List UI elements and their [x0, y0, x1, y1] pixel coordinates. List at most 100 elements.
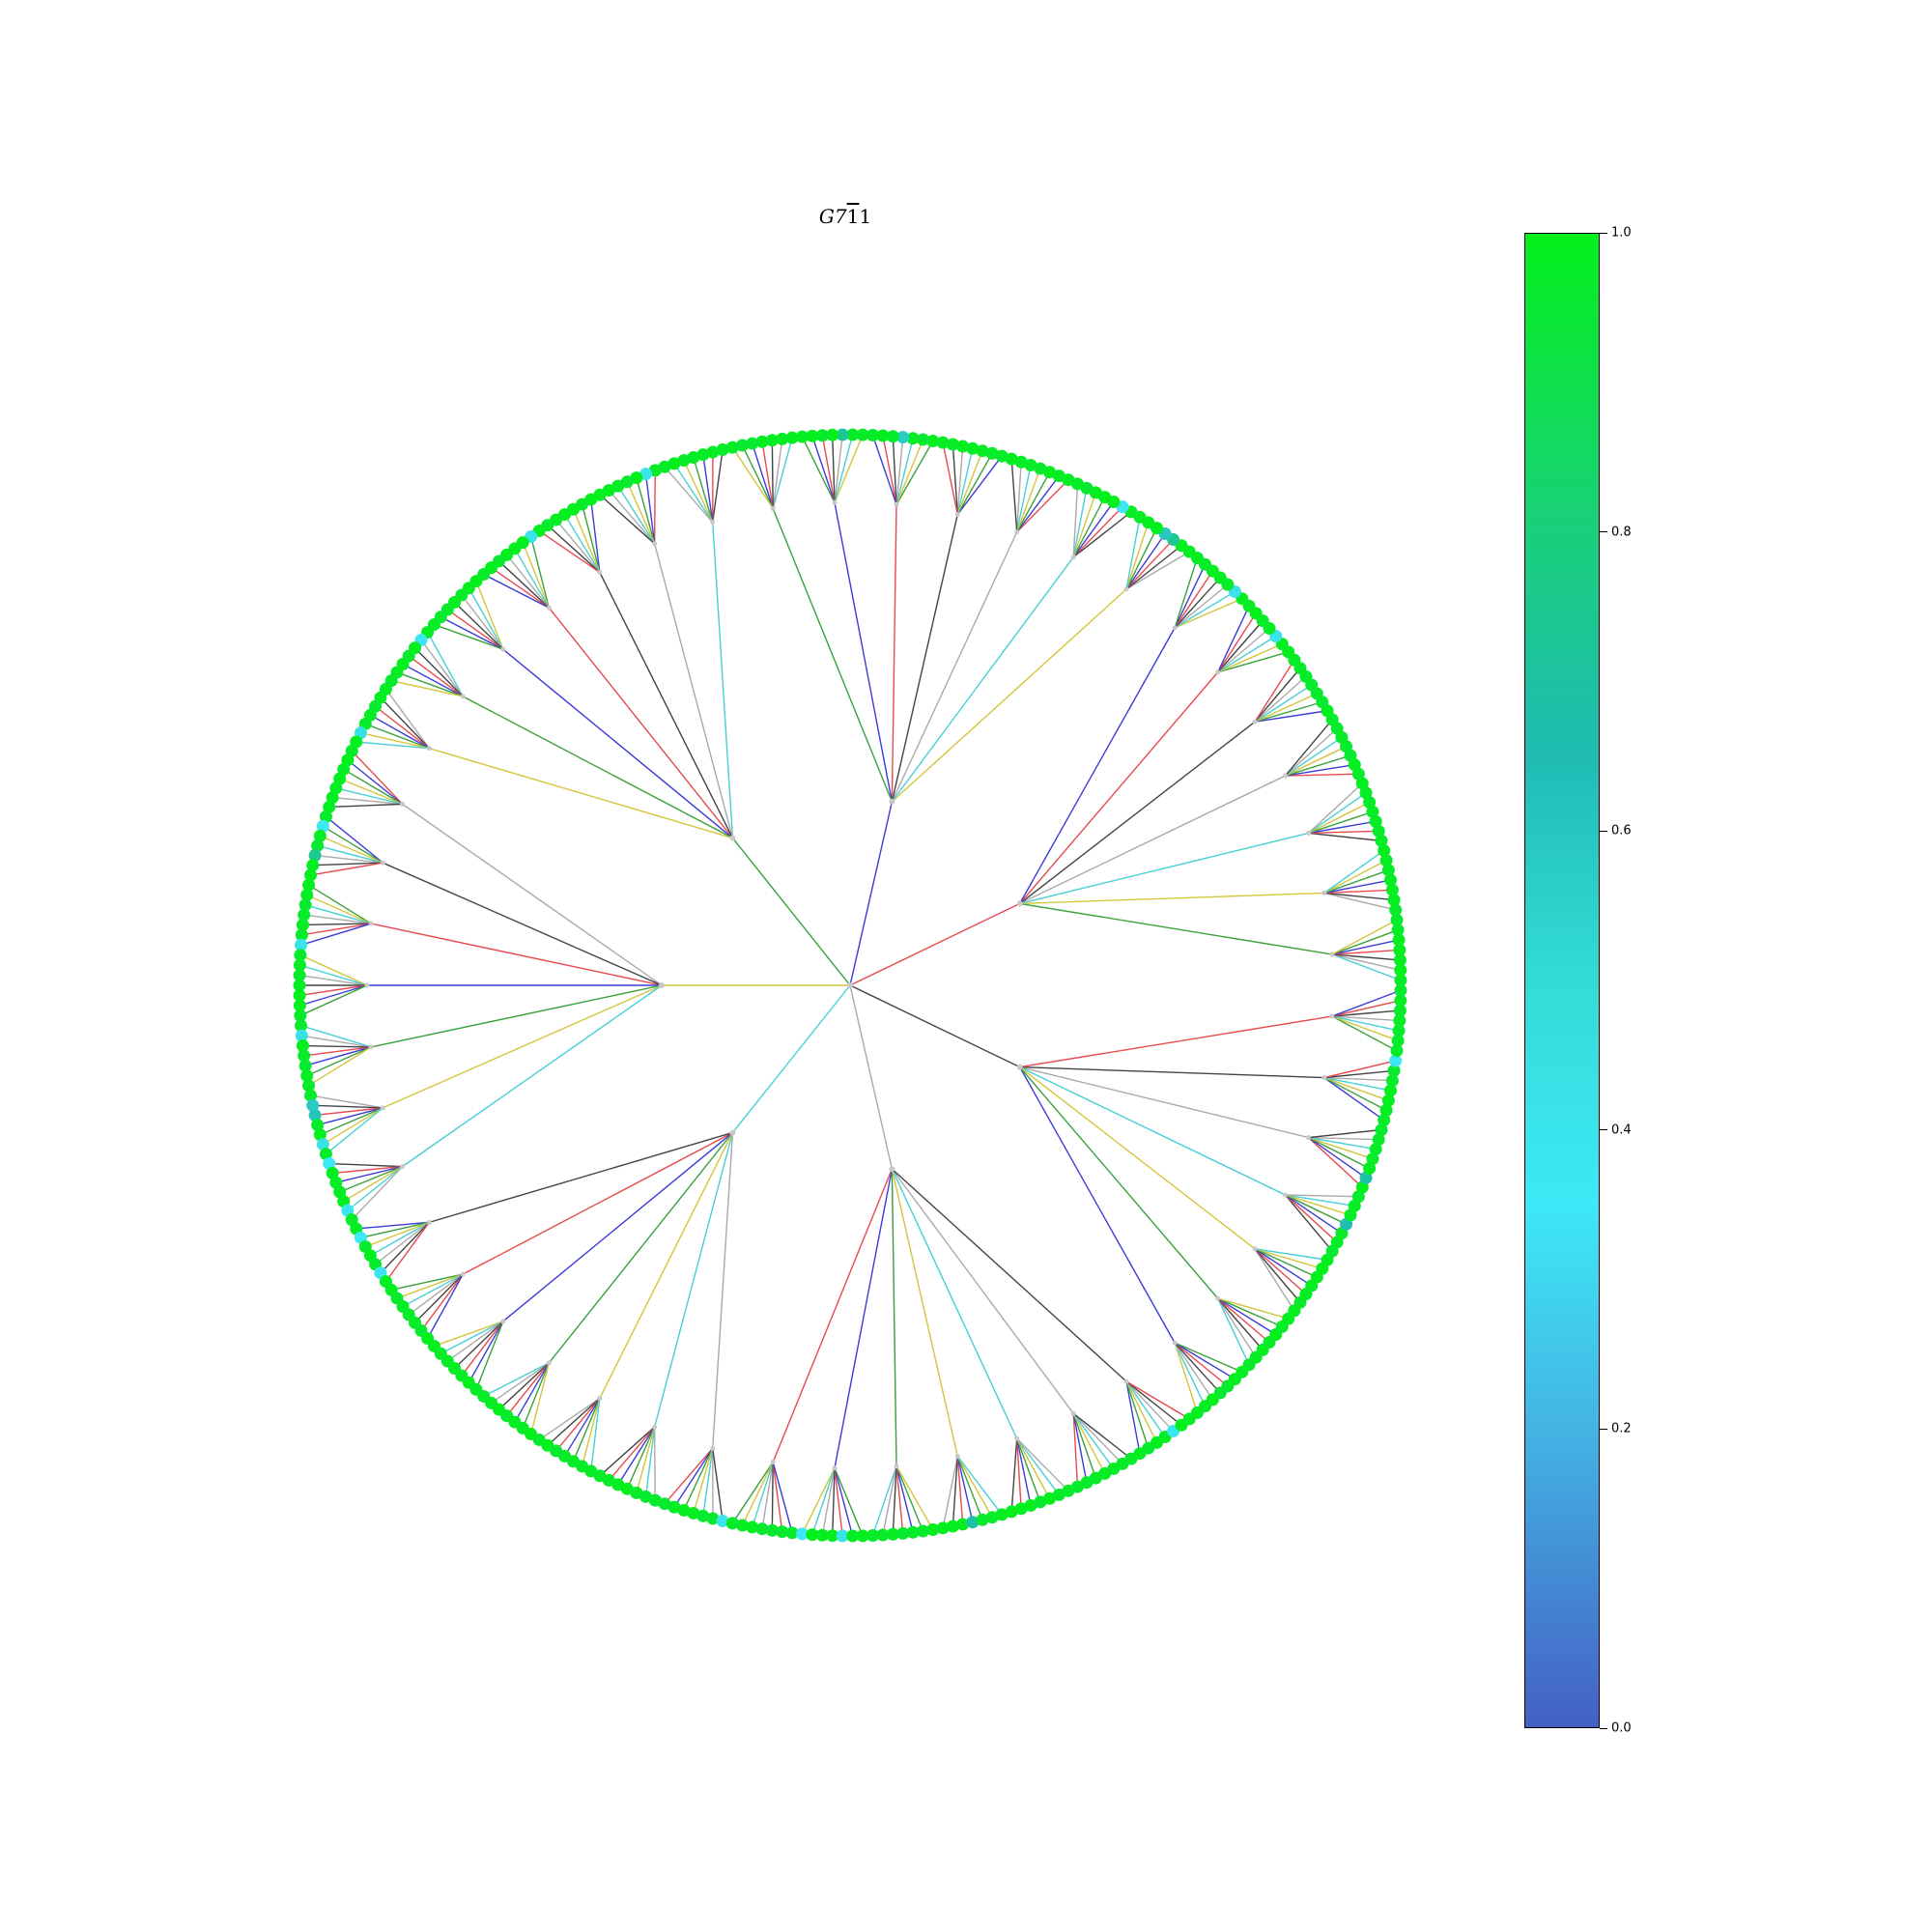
edge-level-3	[301, 923, 372, 936]
leaf-node	[1389, 903, 1403, 917]
inner-node	[460, 1271, 466, 1277]
edge-level-3	[644, 473, 656, 544]
leaf-node	[1393, 943, 1406, 956]
edge-level-3	[339, 778, 403, 806]
leaf-node	[1043, 466, 1057, 479]
edge-level-3	[1254, 684, 1313, 723]
edge-level-3	[308, 884, 372, 924]
edge-level-3	[956, 452, 993, 515]
edge-level-2	[548, 1132, 733, 1364]
edge-level-3	[325, 1107, 384, 1155]
edge-level-3	[832, 435, 836, 503]
leaf-node	[765, 434, 779, 447]
edge-level-3	[731, 1462, 774, 1524]
edge-level-3	[328, 1162, 403, 1168]
edge-level-3	[454, 601, 504, 650]
edge-level-3	[942, 1456, 958, 1528]
edge-level-3	[300, 1025, 372, 1048]
edge-level-3	[461, 594, 504, 650]
edge-level-3	[498, 1362, 550, 1410]
edge-level-3	[1010, 1438, 1018, 1512]
edge-level-3	[347, 1166, 403, 1211]
edge-level-3	[320, 1107, 384, 1136]
leaf-node	[1359, 1171, 1373, 1184]
edge-level-3	[1072, 1412, 1115, 1469]
edge-level-3	[1016, 479, 1069, 533]
edge-level-3	[306, 1046, 372, 1077]
leaf-node	[639, 1490, 653, 1503]
edge-level-3	[1308, 810, 1374, 835]
edge-level-3	[942, 442, 958, 515]
leaf-node	[298, 1059, 312, 1072]
leaf-node	[866, 1529, 879, 1543]
inner-node	[1070, 1410, 1076, 1416]
edge-level-3	[771, 440, 774, 509]
edge-level-3	[1323, 892, 1396, 911]
leaf-node	[295, 1019, 308, 1033]
edge-level-3	[522, 1362, 550, 1429]
edge-level-3	[375, 1221, 430, 1265]
edge-level-3	[1323, 1077, 1385, 1122]
edge-level-3	[1016, 471, 1051, 533]
edge-level-3	[1331, 953, 1402, 981]
leaf-node	[302, 1079, 316, 1093]
colorbar-tick-label: 0.0	[1611, 1720, 1632, 1736]
leaf-node	[846, 1529, 860, 1543]
edge-level-3	[834, 434, 854, 503]
edge-level-3	[1254, 1248, 1295, 1312]
colorbar-tick-label: 0.2	[1611, 1421, 1632, 1436]
leaf-node	[308, 1108, 322, 1122]
edge-level-3	[644, 1427, 656, 1497]
edge-level-3	[1217, 620, 1264, 673]
edge-level-3	[626, 1426, 656, 1490]
edge-level-3	[538, 529, 601, 574]
edge-level-3	[414, 647, 464, 697]
edge-level-3	[498, 560, 550, 609]
edge-level-3	[299, 984, 368, 1016]
edge-level-3	[1072, 492, 1097, 557]
edge-level-3	[414, 1273, 464, 1323]
edge-level-3	[956, 1456, 1003, 1516]
edge-level-3	[1072, 1412, 1123, 1464]
edge-level-3	[351, 750, 404, 805]
edge-level-3	[1285, 1194, 1359, 1198]
leaf-node	[926, 1523, 940, 1537]
edge-level-3	[396, 671, 464, 697]
edge-level-3	[1125, 1380, 1166, 1437]
edge-level-3	[1323, 1076, 1391, 1092]
edge-level-3	[468, 587, 504, 650]
edge-level-3	[375, 705, 430, 750]
edge-level-3	[402, 663, 464, 697]
inner-node	[1329, 1013, 1335, 1019]
leaf-node	[1389, 1054, 1403, 1067]
edge-level-2	[548, 607, 733, 838]
leaf-node	[826, 1529, 839, 1543]
edge-level-3	[811, 436, 836, 503]
edge-level-3	[339, 1165, 403, 1193]
edge-level-3	[1015, 1438, 1022, 1509]
edge-level-3	[434, 623, 504, 650]
leaf-node	[916, 433, 929, 446]
edge-level-3	[871, 435, 897, 505]
edge-level-3	[1308, 830, 1379, 835]
edge-level-3	[1016, 475, 1060, 533]
edge-level-3	[741, 444, 774, 509]
leaf-node	[1392, 933, 1406, 947]
edge-level-3	[310, 1094, 384, 1109]
edge-level-2	[891, 1168, 1018, 1439]
edge-level-3	[1331, 1015, 1398, 1052]
edge-level-3	[1217, 651, 1289, 673]
edge-level-3	[547, 1398, 601, 1446]
edge-level-3	[1016, 1437, 1041, 1503]
edge-level-3	[952, 1456, 958, 1527]
edge-level-2	[772, 1168, 894, 1463]
edge-level-3	[1331, 1015, 1400, 1032]
inner-node	[954, 1453, 960, 1459]
inner-node	[546, 1360, 552, 1366]
leaf-node	[1393, 1014, 1406, 1028]
leaf-node	[785, 1526, 799, 1540]
edge-level-3	[956, 448, 974, 515]
edge-level-3	[1308, 1128, 1382, 1139]
edge-level-3	[1174, 590, 1236, 629]
